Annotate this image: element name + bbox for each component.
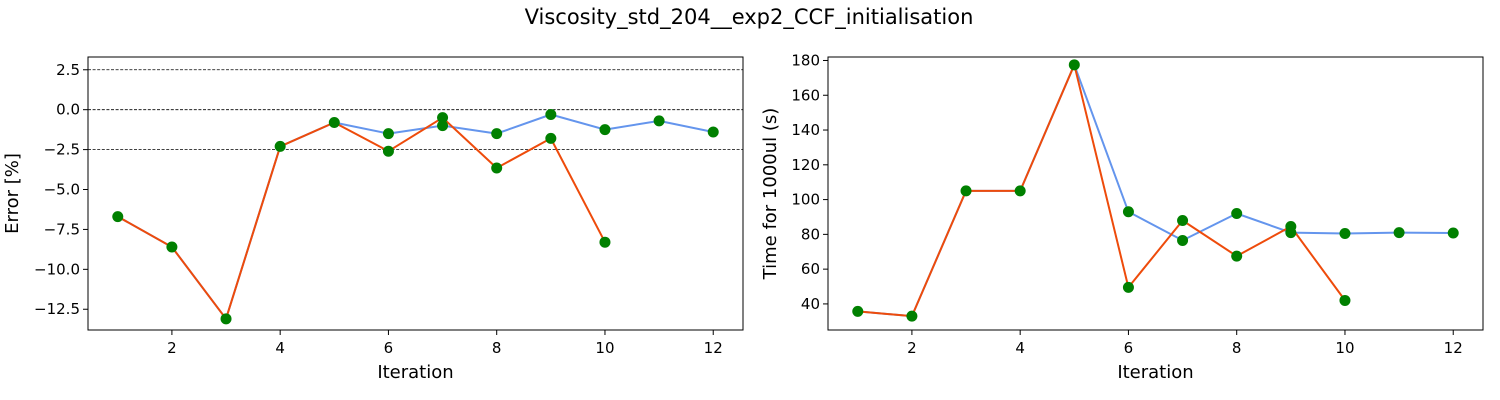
error-y-tick-label: −5.0 [44, 181, 80, 199]
error-data-point [382, 145, 394, 157]
time-x-tick-label: 2 [907, 339, 917, 357]
time-y-tick-label: 120 [791, 156, 820, 174]
error-x-axis-label: Iteration [377, 362, 453, 383]
time-data-point [960, 185, 972, 197]
error-data-point [599, 236, 611, 248]
time-data-point [906, 310, 918, 322]
time-data-point [852, 305, 864, 317]
time-series-line-1 [857, 63, 1454, 318]
time-data-point [1339, 294, 1351, 306]
time-chart: 2 4 6 8 10 12 40 60 80 100 120 140 160 180 Iteration Ti… [760, 51, 1484, 383]
time-data-point [1177, 234, 1189, 246]
error-series-line-2 [117, 116, 606, 320]
time-data-point [1122, 281, 1134, 293]
error-series-line-1 [117, 113, 714, 320]
time-data-point [1231, 207, 1243, 219]
time-data-point [1339, 227, 1351, 239]
figure-title: Viscosity_std_204__exp2_CCF_initialisati… [525, 5, 974, 30]
error-x-tick-label: 6 [384, 339, 394, 357]
error-data-point [220, 313, 232, 325]
time-y-tick-label: 60 [801, 260, 820, 278]
error-y-tick-label: −10.0 [34, 260, 80, 278]
time-data-point [1177, 214, 1189, 226]
time-y-tick-label: 160 [791, 86, 820, 104]
time-data-point [1014, 185, 1026, 197]
error-chart: 2 4 6 8 10 12 −12.5 −10.0 −7.5 −5.0 −2.5 0.0 2.5 Iter… [2, 56, 744, 383]
time-x-tick-label: 8 [1232, 339, 1242, 357]
error-data-point [707, 126, 719, 138]
error-data-point [274, 140, 286, 152]
time-series-line-2 [857, 63, 1346, 318]
time-x-tick-label: 6 [1124, 339, 1134, 357]
time-y-tick-label: 40 [801, 295, 820, 313]
time-data-point [1285, 221, 1297, 233]
error-x-tick-label: 12 [704, 339, 723, 357]
error-x-tick-label: 4 [275, 339, 285, 357]
error-y-tick-label: −2.5 [44, 141, 80, 159]
time-x-tick-label: 12 [1444, 339, 1463, 357]
time-data-point [1447, 227, 1459, 239]
error-data-point [382, 128, 394, 140]
error-x-tick-label: 8 [492, 339, 502, 357]
time-plot-frame [827, 56, 1484, 331]
time-data-point [1393, 227, 1405, 239]
time-data-point [1122, 206, 1134, 218]
error-y-tick-label: 2.5 [56, 61, 80, 79]
time-y-axis-label: Time for 1000ul (s) [760, 108, 781, 281]
time-x-tick-label: 4 [1015, 339, 1025, 357]
time-x-tick-label: 10 [1335, 339, 1354, 357]
error-y-tick-label: −7.5 [44, 220, 80, 238]
error-data-point [437, 120, 449, 132]
error-data-point [491, 128, 503, 140]
error-y-tick-label: −12.5 [34, 300, 80, 318]
error-data-point [437, 112, 449, 124]
error-data-point [653, 115, 665, 127]
error-data-point [599, 124, 611, 136]
error-x-tick-label: 2 [167, 339, 177, 357]
error-data-point [112, 211, 124, 223]
time-y-tick-label: 100 [791, 191, 820, 209]
time-y-tick-label: 80 [801, 225, 820, 243]
time-y-tick-label: 140 [791, 121, 820, 139]
error-y-tick-label: 0.0 [56, 101, 80, 119]
error-data-point [545, 132, 557, 144]
error-data-point [491, 162, 503, 174]
time-data-point [1231, 250, 1243, 262]
error-y-axis-label: Error [%] [2, 153, 23, 234]
time-x-axis-label: Iteration [1117, 362, 1193, 383]
time-y-tick-label: 180 [791, 51, 820, 69]
error-x-tick-label: 10 [595, 339, 614, 357]
error-data-point [328, 116, 340, 128]
error-plot-frame [87, 56, 744, 331]
time-data-point [1068, 59, 1080, 71]
error-data-point [166, 241, 178, 253]
error-data-point [545, 108, 557, 120]
